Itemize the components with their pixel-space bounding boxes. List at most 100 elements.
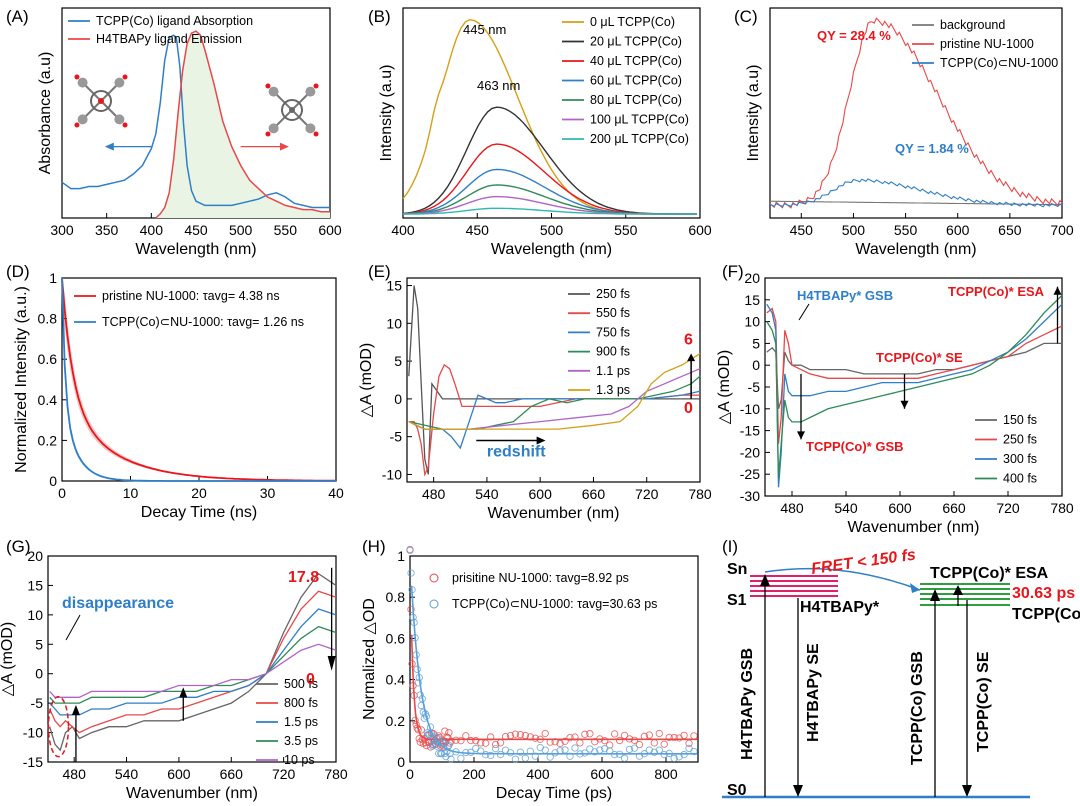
panel-label-g: (G)	[6, 537, 31, 556]
data-point	[655, 729, 663, 738]
x-tick-label: 480	[422, 486, 446, 502]
qy-pristine-label: QY = 28.4 %	[817, 28, 891, 43]
x-tick-label: 350	[95, 222, 119, 238]
ring	[114, 114, 125, 125]
plot-frame	[769, 7, 1063, 219]
data-point	[601, 745, 609, 753]
callout-line	[65, 614, 81, 641]
y-axis-label: △A (mOD)	[716, 350, 733, 425]
data-point	[436, 738, 444, 746]
arrowhead	[797, 431, 805, 440]
y-tick-label: 0	[394, 391, 402, 407]
data-point	[630, 744, 639, 752]
series-line	[769, 17, 1063, 209]
data-point	[491, 744, 500, 753]
core	[281, 99, 303, 121]
data-point	[581, 730, 589, 738]
series-line	[766, 294, 1063, 479]
series-line	[766, 307, 1063, 444]
legend-label: 10 ps	[284, 753, 315, 767]
x-tick-label: 600	[888, 500, 912, 516]
data-point	[690, 747, 698, 756]
arrowhead	[687, 353, 696, 362]
tcpp-gsb-label: TCPP(Co)* GSB	[806, 439, 904, 454]
tcpp-esa-label: TCPP(Co)* ESA	[948, 284, 1045, 299]
panel-label-d: (D)	[6, 262, 30, 281]
data-point	[491, 740, 500, 749]
value-17-8-label: 17.8	[288, 569, 319, 586]
y-tick-label: 20	[27, 548, 43, 564]
data-point	[486, 733, 495, 741]
x-axis-label: Wavelength (nm)	[855, 241, 976, 258]
data-point	[591, 748, 599, 756]
series-line	[408, 353, 701, 430]
x-tick-label: 720	[635, 486, 659, 502]
x-axis-label: Wavenumber (nm)	[126, 785, 258, 802]
legend-label: 40 μL TCPP(Co)	[590, 54, 682, 68]
y-tick-label: 0.4	[386, 672, 406, 688]
x-tick-label: 720	[272, 766, 296, 782]
y-tick-label: 10	[27, 607, 43, 623]
data-point	[566, 734, 574, 742]
x-tick-label: 450	[790, 222, 814, 238]
y-tick-label: 15	[386, 278, 402, 294]
x-tick-label: 720	[996, 500, 1020, 516]
ring	[305, 86, 316, 97]
legend-label: 250 fs	[1003, 433, 1037, 447]
legend-label: H4TBAPy ligand Emission	[96, 32, 242, 46]
panel-h: 0 200 400 600 800 0 0.2 0.4 0.6 0.8 1 Decay Time (p…	[361, 545, 699, 802]
series-line	[408, 375, 701, 430]
y-axis-label: Intensity (a.u)	[745, 65, 762, 162]
y-tick-label: 10	[386, 315, 402, 331]
data-point	[439, 738, 447, 746]
panel-label-c: (C)	[734, 7, 758, 26]
y-tick-label: 15	[744, 292, 760, 308]
data-point	[531, 734, 539, 742]
legend-label: 750 fs	[596, 325, 630, 339]
data-point	[610, 751, 619, 759]
atom	[74, 74, 80, 80]
porphyrin-molecule	[74, 74, 128, 128]
legend-label: pristine NU-1000	[940, 37, 1034, 51]
arrowhead	[900, 400, 909, 409]
atom	[265, 131, 271, 137]
x-tick-label: 660	[220, 766, 244, 782]
legend-label: pristine NU-1000: τavg= 4.38 ns	[102, 289, 280, 303]
y-tick-label: 0	[49, 473, 57, 489]
x-tick-label: 500	[229, 222, 253, 238]
panel-c: 450 500 550 600 650 700 Wavelength (nm) Intensi…	[745, 7, 1074, 258]
data-point	[650, 739, 658, 747]
data-point	[472, 737, 480, 745]
y-axis-label: Normalized Intensity (a.u.)	[13, 286, 30, 473]
x-tick-label: 500	[540, 222, 564, 238]
series-line	[769, 178, 1063, 208]
y-tick-label: -10	[382, 466, 402, 482]
data-point	[496, 750, 505, 759]
x-tick-label: 30	[260, 485, 276, 501]
atom	[122, 122, 128, 128]
x-axis-label: Wavelength (nm)	[135, 241, 256, 258]
arrowhead	[536, 436, 546, 445]
legend-label: TCPP(Co) ligand Absorption	[96, 14, 253, 28]
legend-label: 800 fs	[284, 696, 318, 710]
y-tick-label: 1	[49, 270, 57, 286]
y-axis-label: Absorbance (a.u)	[37, 52, 54, 175]
data-point	[571, 744, 579, 752]
legend-label: TCPP(Co)⊂NU-1000: τavg= 1.26 ns	[102, 315, 304, 329]
x-tick-label: 600	[946, 222, 970, 238]
x-tick-label: 780	[324, 766, 348, 782]
h4-gsb-label: H4TBAPy GSB	[739, 648, 756, 760]
data-point	[576, 739, 584, 747]
y-tick-label: 0	[35, 666, 43, 682]
h4-se-label: H4TBAPy SE	[805, 643, 822, 742]
y-tick-label: -15	[23, 754, 43, 770]
x-tick-label: 600	[590, 766, 614, 782]
x-tick-label: 300	[50, 222, 74, 238]
fit-line	[410, 634, 698, 741]
data-point	[650, 748, 658, 756]
legend-label: prisitine NU-1000: τavg=8.92 ps	[452, 571, 629, 585]
y-tick-label: 0.8	[386, 589, 406, 605]
data-point	[645, 731, 654, 739]
data-point	[511, 755, 520, 763]
